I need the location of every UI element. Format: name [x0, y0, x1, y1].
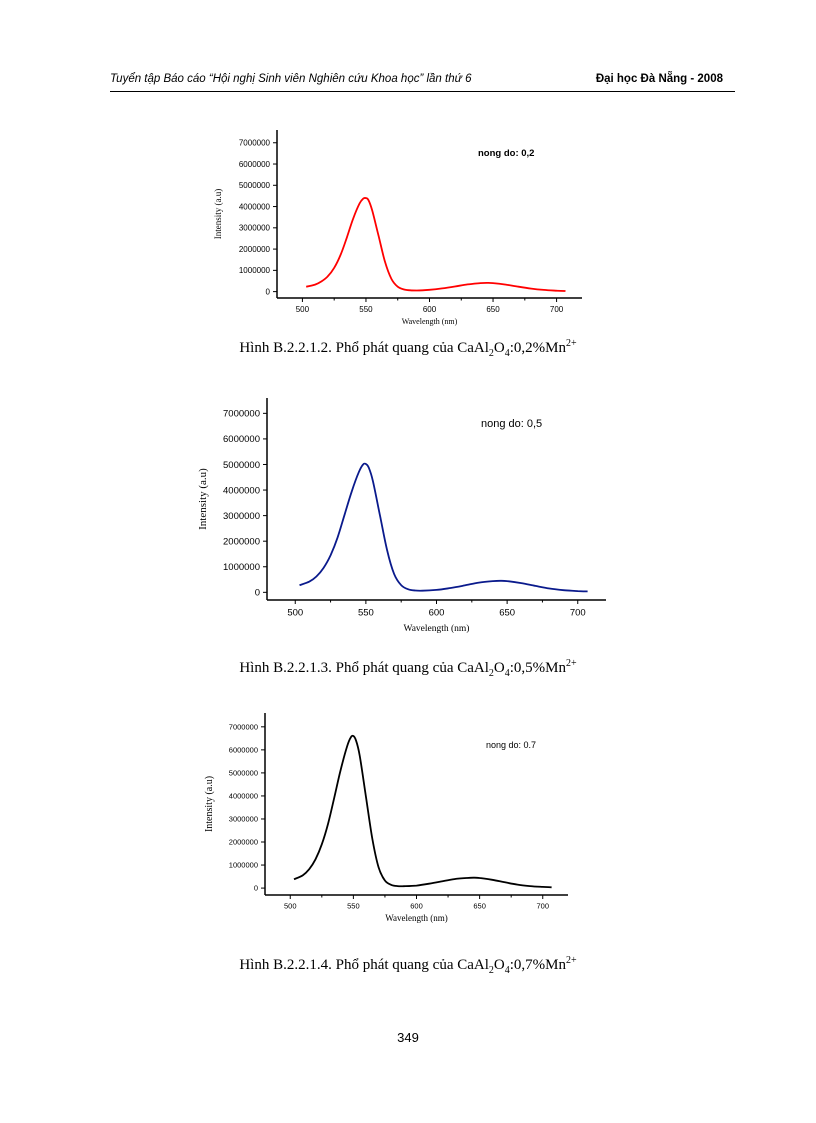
y-tick-label: 1000000 — [229, 861, 258, 870]
x-axis-label: Wavelength (nm) — [385, 913, 448, 923]
header-proceedings-title: Tuyển tập Báo cáo “Hội nghị Sinh viên Ng… — [110, 73, 472, 85]
x-tick-label: 700 — [550, 305, 564, 314]
x-axis-label: Wavelength (nm) — [404, 623, 470, 634]
x-tick-label: 500 — [296, 305, 310, 314]
x-tick-label: 700 — [536, 902, 549, 911]
running-header: Tuyển tập Báo cáo “Hội nghị Sinh viên Ng… — [110, 73, 735, 92]
spectrum-line — [299, 462, 588, 593]
y-tick-label: 1000000 — [223, 562, 260, 573]
figure-caption-3: Hình B.2.2.1.4. Phổ phát quang của CaAl2… — [239, 955, 577, 976]
y-tick-label: 0 — [254, 884, 258, 893]
spectrum-chart-0-5: 0 1000000 2000000 3000000 4000000 5000000 6000… — [197, 398, 606, 634]
y-tick-label: 0 — [266, 287, 271, 296]
y-tick-label: 2000000 — [239, 245, 271, 254]
y-tick-label: 7000000 — [229, 722, 258, 731]
x-tick-label: 500 — [287, 608, 303, 619]
spectrum-line — [306, 196, 566, 292]
x-tick-label: 650 — [486, 305, 500, 314]
y-tick-label: 3000000 — [223, 511, 260, 522]
y-tick-label: 2000000 — [223, 537, 260, 548]
y-tick-label: 6000000 — [239, 160, 271, 169]
y-tick-label: 2000000 — [229, 838, 258, 847]
y-tick-label: 0 — [255, 588, 260, 599]
figure-caption-2: Hình B.2.2.1.3. Phổ phát quang của CaAl2… — [239, 658, 577, 679]
x-tick-label: 600 — [429, 608, 445, 619]
x-tick-label: 700 — [570, 608, 586, 619]
spectrum-chart-0-7: 0 1000000 2000000 3000000 4000000 5000000 6000… — [204, 713, 568, 923]
x-tick-label: 600 — [410, 902, 423, 911]
legend-label: nong do: 0,5 — [481, 418, 542, 430]
legend-label: nong do: 0.7 — [486, 740, 536, 750]
x-tick-label: 550 — [358, 608, 374, 619]
y-tick-label: 4000000 — [229, 792, 258, 801]
x-axis-label: Wavelength (nm) — [402, 317, 458, 326]
header-university: Đại học Đà Nẵng - 2008 — [595, 73, 723, 85]
x-tick-label: 550 — [347, 902, 360, 911]
y-tick-label: 7000000 — [223, 409, 260, 420]
y-tick-label: 4000000 — [239, 202, 271, 211]
spectrum-line — [293, 734, 552, 889]
y-tick-label: 6000000 — [229, 745, 258, 754]
y-tick-label: 3000000 — [239, 224, 271, 233]
x-tick-label: 600 — [423, 305, 437, 314]
y-tick-label: 5000000 — [223, 460, 260, 471]
legend-label: nong do: 0,2 — [478, 148, 534, 159]
x-tick-label: 550 — [359, 305, 373, 314]
y-axis-label: Intensity (a.u) — [204, 776, 215, 832]
y-axis-label: Intensity (a.u) — [197, 468, 209, 530]
y-tick-label: 5000000 — [239, 181, 271, 190]
y-tick-label: 1000000 — [239, 266, 271, 275]
y-tick-label: 6000000 — [223, 434, 260, 445]
x-tick-label: 650 — [473, 902, 486, 911]
x-tick-label: 650 — [499, 608, 515, 619]
y-tick-label: 4000000 — [223, 485, 260, 496]
y-axis-label: Intensity (a.u) — [213, 189, 223, 239]
y-tick-label: 7000000 — [239, 139, 271, 148]
page-number: 349 — [397, 1030, 419, 1045]
x-tick-label: 500 — [284, 902, 297, 911]
figure-caption-1: Hình B.2.2.1.2. Phổ phát quang của CaAl2… — [239, 338, 577, 359]
y-tick-label: 5000000 — [229, 769, 258, 778]
y-tick-label: 3000000 — [229, 815, 258, 824]
spectrum-chart-0-2: 0 1000000 2000000 3000000 4000000 5000000 6000… — [213, 130, 582, 326]
